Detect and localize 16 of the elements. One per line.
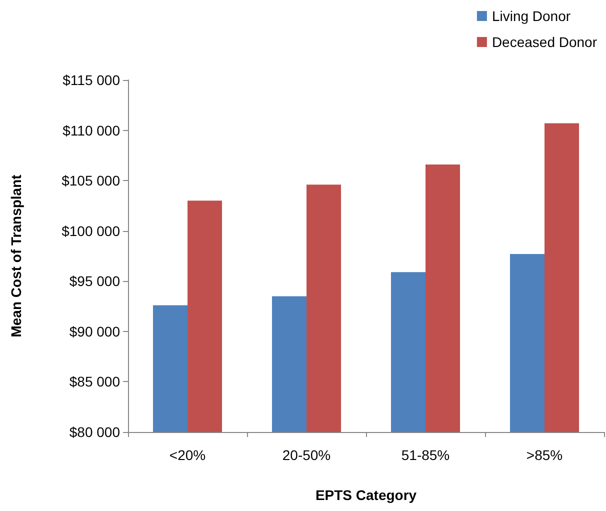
y-tick-label: $95 000 [69,273,120,290]
y-tick-label: $110 000 [62,122,120,138]
y-tick-label: $115 000 [62,72,120,88]
y-axis-title: Mean Cost of Transplant [8,174,24,338]
x-tick-label: 20-50% [282,447,331,463]
x-tick-label: <20% [169,447,206,463]
x-axis-title: EPTS Category [315,487,417,503]
x-tick-label: >85% [526,447,563,463]
y-tick-label: $105 000 [62,172,120,189]
y-tick-label: $80 000 [69,424,120,440]
x-tick-label: 51-85% [401,447,450,463]
legend-label: Living Donor [492,8,571,24]
y-tick-label: $90 000 [69,323,120,340]
y-tick-label: $85 000 [69,374,120,390]
y-tick-label: $100 000 [62,222,120,239]
legend-label: Deceased Donor [492,34,598,50]
